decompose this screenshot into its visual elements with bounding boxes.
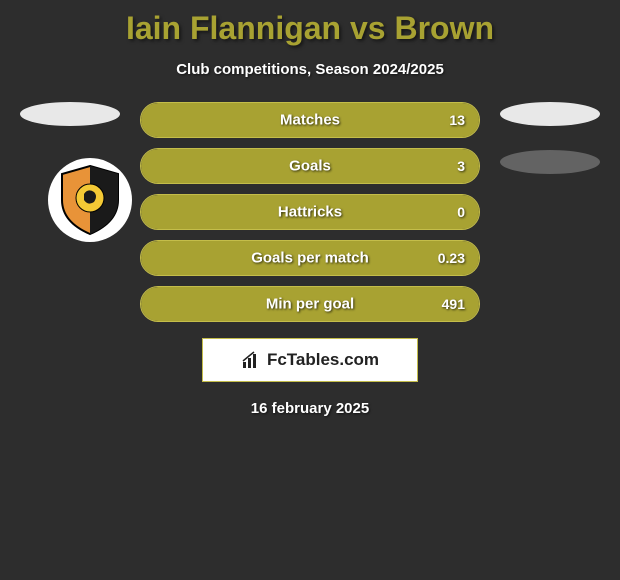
stat-value: 0 xyxy=(457,204,465,220)
club-badge-left xyxy=(48,158,132,242)
player-right-column xyxy=(500,102,600,198)
stat-value: 13 xyxy=(449,112,465,128)
shield-icon xyxy=(58,164,122,236)
player-left-column xyxy=(20,102,120,150)
player-right-placeholder-2 xyxy=(500,150,600,174)
stat-row-min-per-goal: Min per goal 491 xyxy=(140,286,480,322)
stat-row-goals: Goals 3 xyxy=(140,148,480,184)
player-right-placeholder-1 xyxy=(500,102,600,126)
brand-box[interactable]: FcTables.com xyxy=(202,338,418,382)
stat-value: 491 xyxy=(442,296,465,312)
page-subtitle: Club competitions, Season 2024/2025 xyxy=(0,61,620,78)
stat-value: 3 xyxy=(457,158,465,174)
brand-text: FcTables.com xyxy=(267,350,379,370)
player-left-placeholder xyxy=(20,102,120,126)
bar-chart-icon xyxy=(241,350,261,370)
brand-inner: FcTables.com xyxy=(241,350,379,370)
stat-value: 0.23 xyxy=(438,250,465,266)
stats-container: Matches 13 Goals 3 Hattricks 0 Goals per… xyxy=(140,102,480,322)
stat-label: Goals per match xyxy=(251,250,369,267)
stat-row-goals-per-match: Goals per match 0.23 xyxy=(140,240,480,276)
club-badge-shield xyxy=(58,164,122,236)
stat-row-matches: Matches 13 xyxy=(140,102,480,138)
stat-label: Hattricks xyxy=(278,204,342,221)
stat-label: Matches xyxy=(280,112,340,129)
stat-label: Goals xyxy=(289,158,331,175)
page-title: Iain Flannigan vs Brown xyxy=(0,0,620,47)
stat-label: Min per goal xyxy=(266,296,354,313)
footer-date: 16 february 2025 xyxy=(0,400,620,417)
stat-row-hattricks: Hattricks 0 xyxy=(140,194,480,230)
comparison-content: Matches 13 Goals 3 Hattricks 0 Goals per… xyxy=(0,102,620,417)
